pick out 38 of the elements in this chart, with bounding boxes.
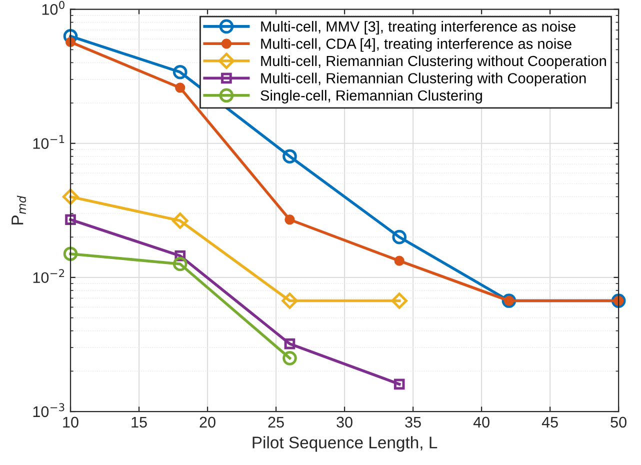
x-tick-label: 15 [132,416,147,428]
y-tick-label: 10$^{0}$ [42,0,64,15]
point [65,36,76,48]
legend-label: Multi-cell, Riemannian Clustering without Cooperation [261,55,606,70]
x-tick-label: 30 [336,416,352,428]
x-axis-title: Pilot Sequence Length, L [252,436,438,452]
x-tick-label: 20 [200,416,216,428]
y-tick-label: 10$^{−3}$ [33,403,64,418]
point [284,214,295,225]
point [175,82,186,93]
point [63,246,78,261]
point [284,338,296,350]
point [394,378,405,390]
point [282,292,298,309]
y-axis-title: P$_{md}$ [12,196,26,224]
point [172,256,188,272]
point [62,188,79,205]
x-tick-label: 45 [542,416,558,428]
legend-label: Multi-cell, MMV [3], treating interference as noise [261,20,576,35]
point [392,230,406,244]
x-tick-label: 50 [610,416,626,428]
point [282,351,297,366]
y-tick-label: 10$^{−1}$ [33,135,64,149]
y-tick-label: 10$^{−2}$ [33,269,64,284]
point [63,29,78,44]
point [391,292,408,309]
x-tick-label: 35 [405,416,421,428]
legend-label: Multi-cell, Riemannian Clustering with Cooperation [261,72,586,86]
legend-label: Multi-cell, CDA [4], treating interference as noise [261,38,572,52]
point [172,64,188,80]
point [282,149,297,164]
point [172,212,188,229]
point [65,214,76,226]
point [394,256,404,266]
x-tick-label: 25 [268,416,284,428]
legend-label: Single-cell, Riemannian Clustering [260,90,482,104]
x-tick-label: 40 [473,416,490,428]
x-tick-label: 10 [63,416,78,428]
